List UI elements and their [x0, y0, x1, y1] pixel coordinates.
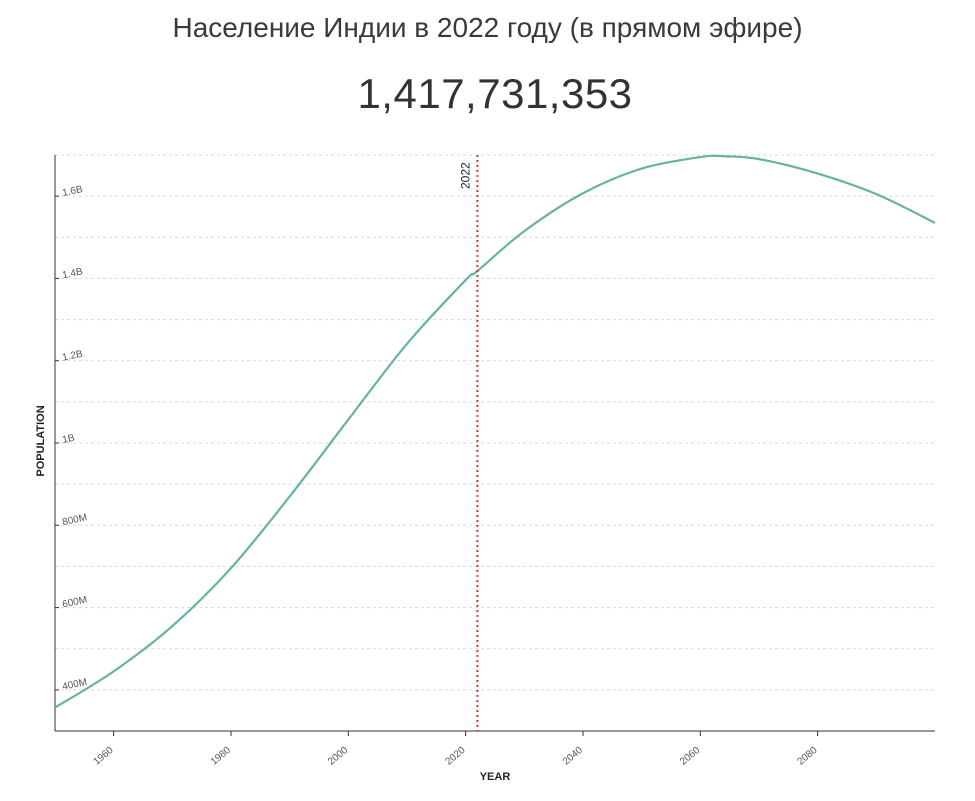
y-tick-label: 1B	[61, 433, 76, 446]
x-tick-label: 2000	[326, 745, 350, 768]
x-tick-label: 2020	[443, 745, 467, 768]
x-tick-label: 1980	[209, 745, 233, 768]
x-tick-label: 2060	[678, 745, 702, 768]
y-axis-title: POPULATION	[35, 405, 47, 476]
population-counter: 1,417,731,353	[357, 70, 633, 117]
y-tick-label: 400M	[61, 677, 88, 693]
y-tick-label: 1.2B	[61, 349, 84, 364]
chart-title: Население Индии в 2022 году (в прямом эф…	[172, 12, 803, 43]
x-ticks: 1960 1980 2000 2020 2040 2060 2080	[91, 731, 820, 768]
population-line	[54, 154, 936, 709]
y-tick-label: 800M	[61, 512, 88, 528]
grid-lines	[55, 154, 935, 691]
y-tick-label: 1.4B	[61, 266, 84, 281]
y-ticks: 400M 600M 800M 1B 1.2B 1.4B 1.6B	[55, 184, 88, 693]
y-tick-label: 1.6B	[61, 184, 84, 199]
y-tick-label: 600M	[61, 595, 88, 611]
x-axis-title: YEAR	[480, 771, 511, 783]
x-tick-label: 2040	[561, 745, 585, 768]
x-tick-label: 2080	[795, 745, 819, 768]
current-year-label: 2022	[458, 162, 472, 189]
x-tick-label: 1960	[91, 745, 115, 768]
